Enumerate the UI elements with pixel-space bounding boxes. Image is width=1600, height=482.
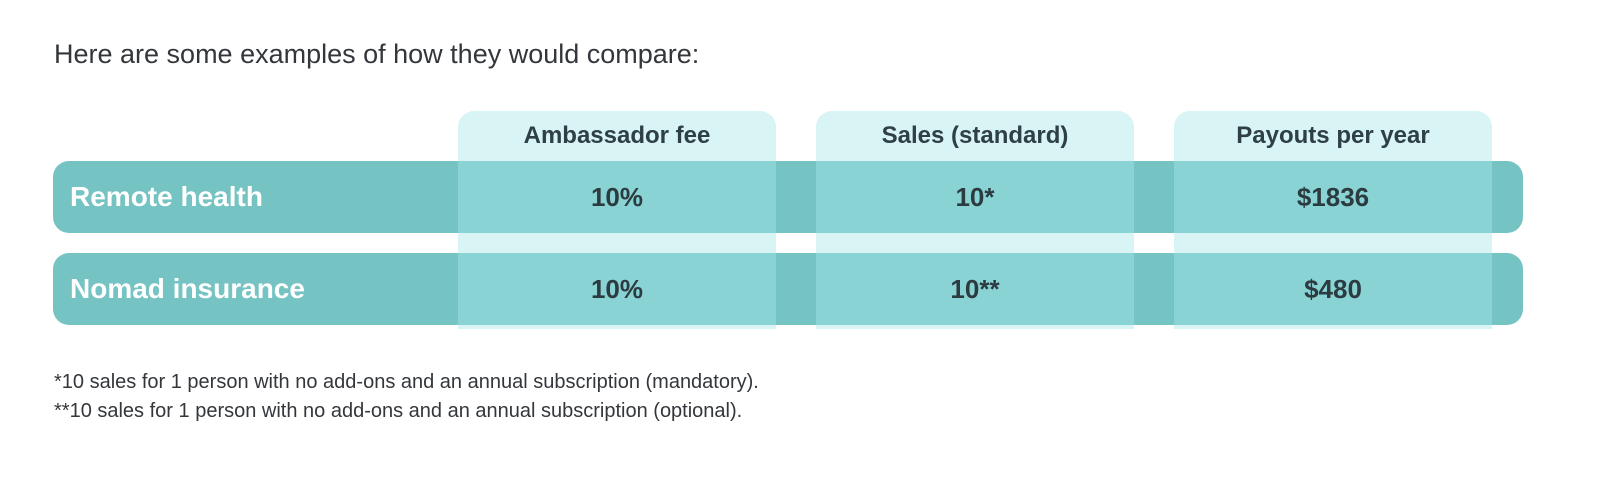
cell-ambassador-fee: 10%: [458, 161, 776, 233]
cell-sales-standard: 10*: [816, 161, 1134, 233]
footnotes: *10 sales for 1 person with no add-ons a…: [54, 368, 759, 426]
column-header-payouts-per-year: Payouts per year: [1236, 122, 1430, 149]
column-header-sales-standard: Sales (standard): [881, 122, 1069, 149]
table-row-remote-health: Remote health 10% 10* $1836: [53, 161, 1523, 233]
row-label: Remote health: [70, 181, 263, 212]
table-row-nomad-insurance: Nomad insurance 10% 10** $480: [53, 253, 1523, 325]
cell-payouts-per-year: $480: [1174, 253, 1492, 325]
column-header-ambassador-fee: Ambassador fee: [523, 122, 711, 149]
footnote-mandatory: *10 sales for 1 person with no add-ons a…: [54, 371, 759, 393]
footnote-optional: **10 sales for 1 person with no add-ons …: [54, 400, 743, 422]
cell-ambassador-fee: 10%: [458, 253, 776, 325]
cell-payouts-per-year: $1836: [1174, 161, 1492, 233]
row-label: Nomad insurance: [70, 273, 305, 304]
cell-sales-standard: 10**: [816, 253, 1134, 325]
intro-text: Here are some examples of how they would…: [54, 39, 700, 69]
